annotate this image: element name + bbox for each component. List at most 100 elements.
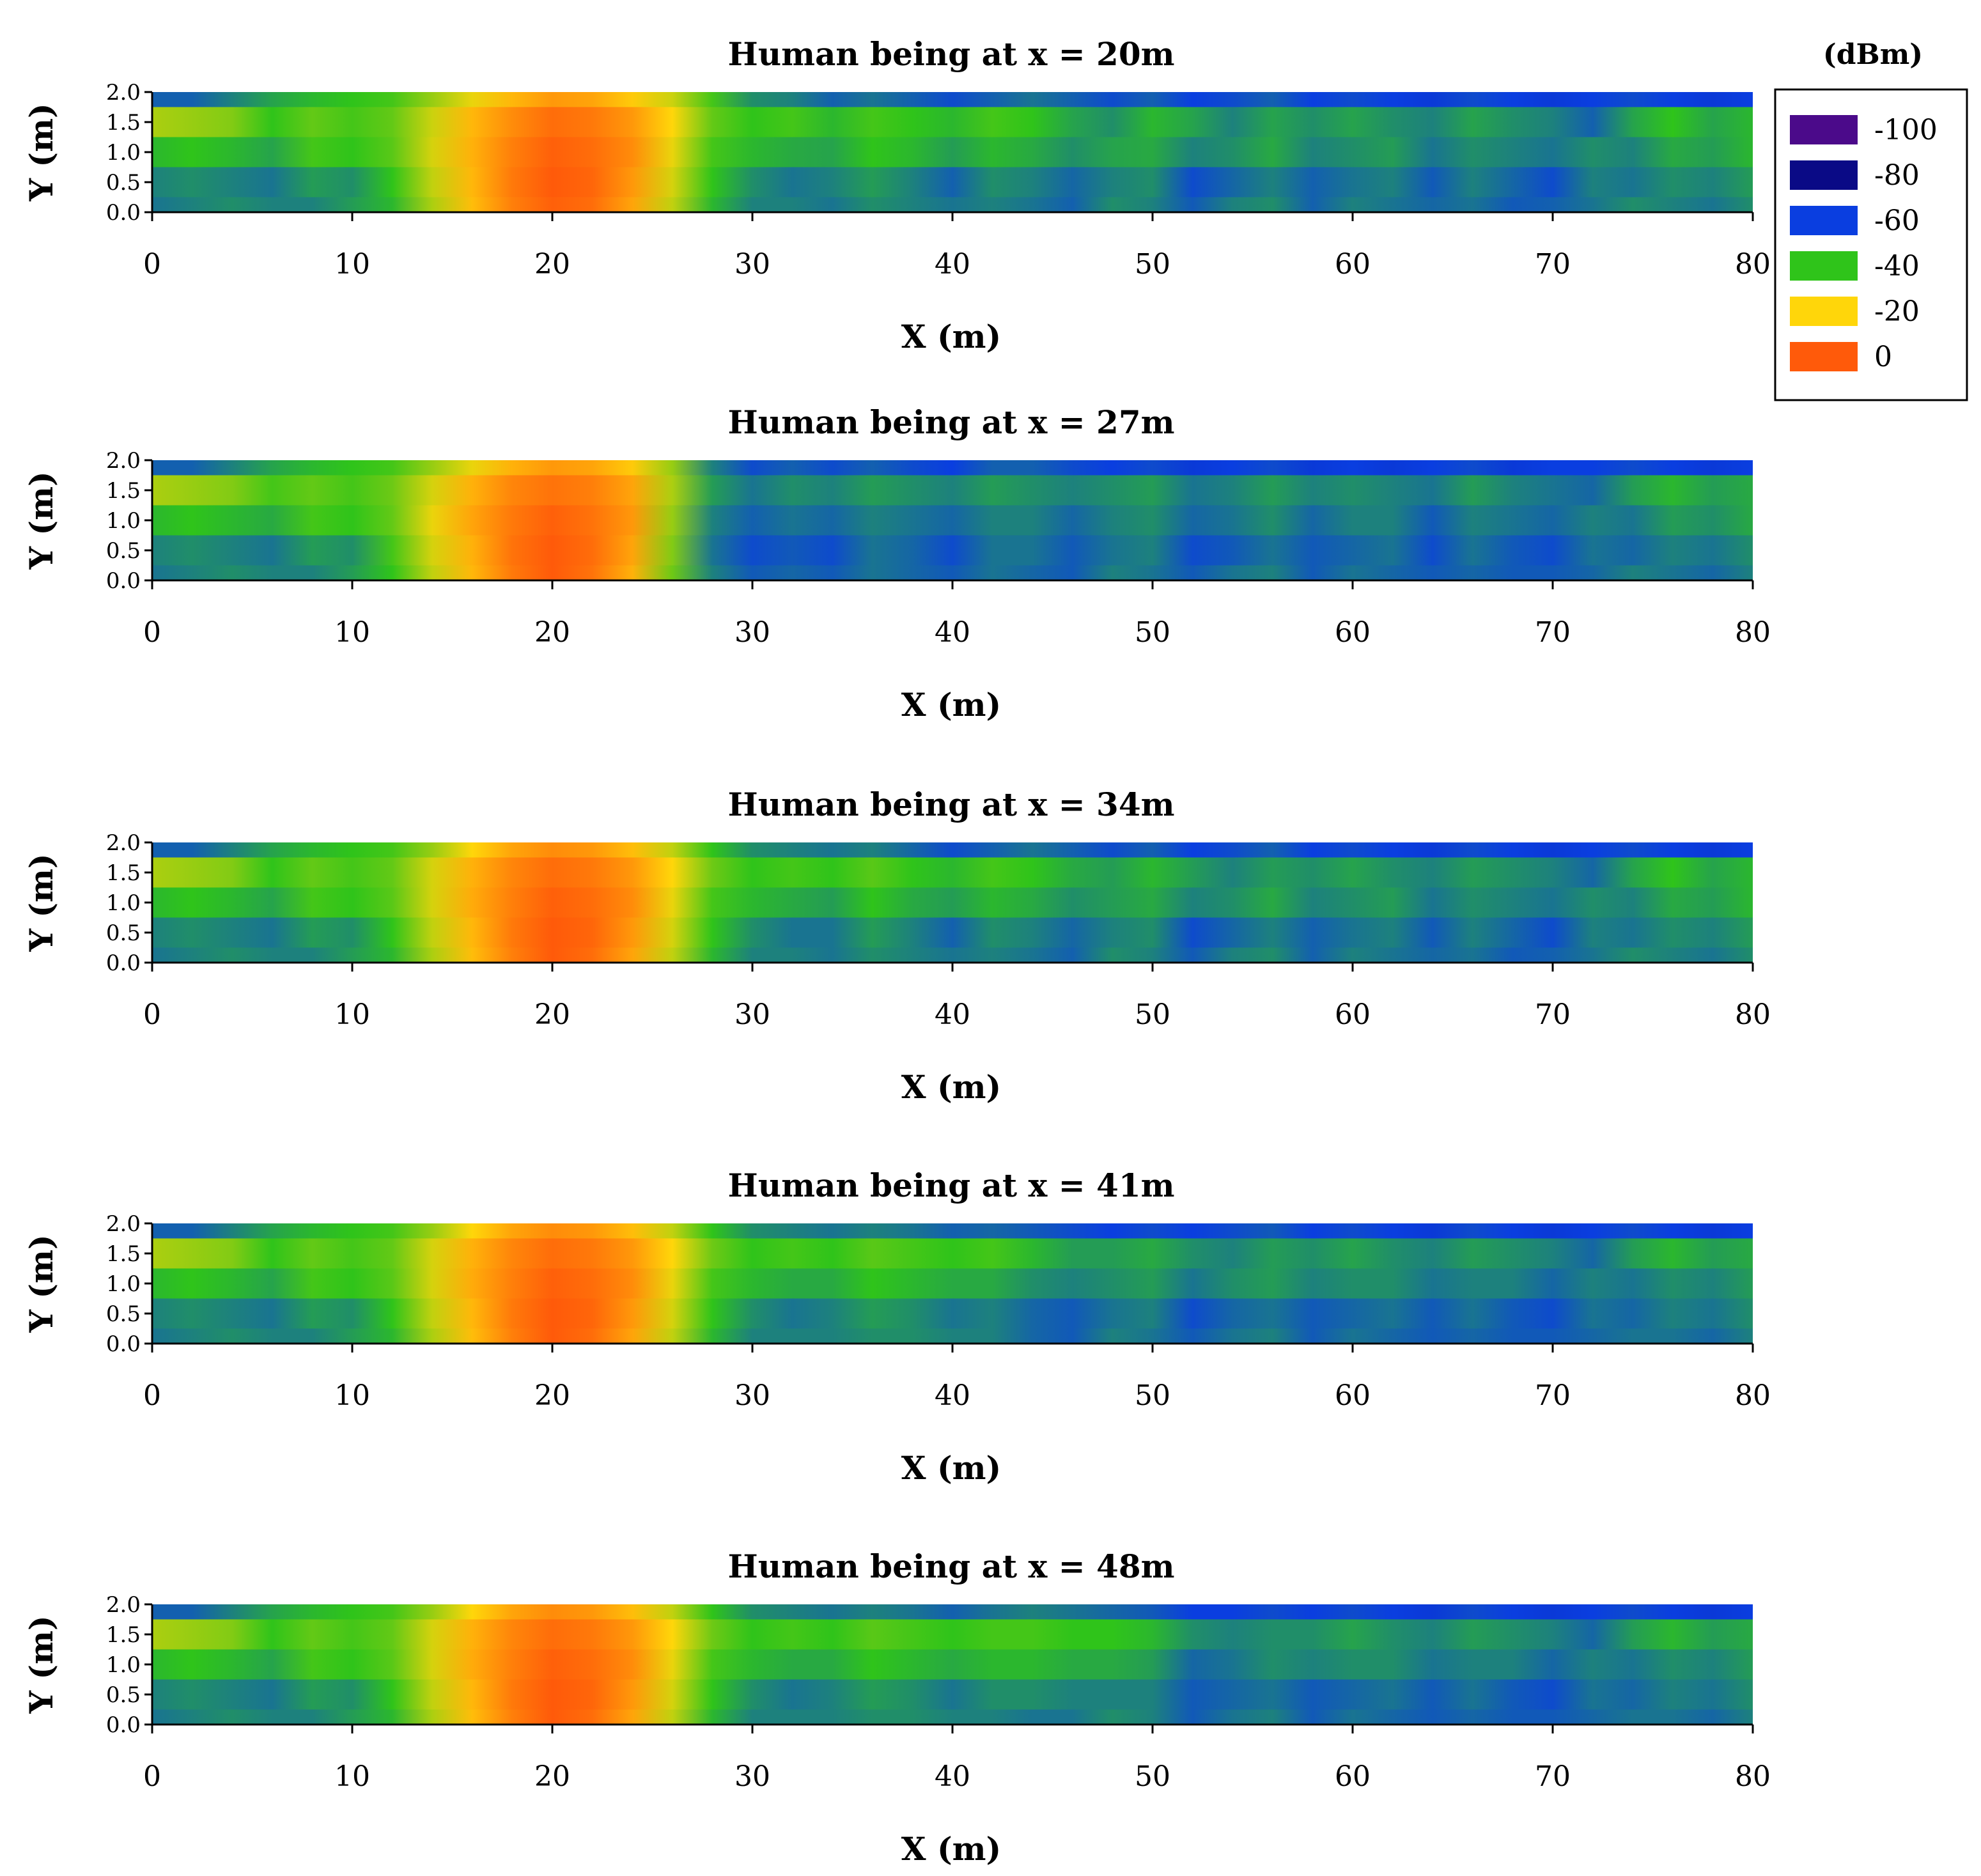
- x-tick-label: 40: [935, 1760, 970, 1793]
- y-tick-label: 2.0: [106, 1592, 141, 1618]
- x-tick-label: 50: [1135, 998, 1170, 1031]
- x-axis-label: X (m): [901, 686, 1001, 724]
- x-tick-label: 20: [534, 1379, 570, 1412]
- x-tick-label: 10: [334, 998, 370, 1031]
- x-tick-label: 60: [1335, 998, 1371, 1031]
- x-tick-label: 50: [1135, 1760, 1170, 1793]
- heatmap-band-y-1.5: [152, 475, 1753, 506]
- x-tick-label: 50: [1135, 1379, 1170, 1412]
- panel-title: Human being at x = 27m: [727, 403, 1174, 441]
- panel-title: Human being at x = 34m: [727, 786, 1174, 823]
- heatmap-band-y-1.0: [152, 1649, 1753, 1680]
- y-tick-label: 2.0: [106, 1211, 141, 1237]
- y-tick-label: 1.5: [106, 478, 141, 504]
- y-tick-label: 0.5: [106, 170, 141, 196]
- y-tick-label: 2.0: [106, 448, 141, 474]
- x-axis-label: X (m): [901, 1449, 1001, 1487]
- y-tick-label: 1.5: [106, 860, 141, 886]
- x-tick-label: 30: [734, 248, 770, 281]
- x-tick-label: 20: [534, 998, 570, 1031]
- y-axis-label: Y (m): [22, 1615, 60, 1714]
- y-tick-label: 1.0: [106, 1271, 141, 1297]
- y-tick-label: 1.0: [106, 1652, 141, 1678]
- panel-title: Human being at x = 41m: [727, 1167, 1174, 1204]
- legend-swatch: [1790, 342, 1858, 371]
- x-tick-label: 40: [935, 998, 970, 1031]
- legend-label: -80: [1874, 159, 1920, 192]
- heatmap-band-y-0.0: [152, 565, 1753, 580]
- heatmap-band-y-0.0: [152, 1328, 1753, 1344]
- x-tick-label: 0: [143, 248, 161, 281]
- heatmap-cells: [152, 92, 1753, 212]
- heatmap-band-y-0.5: [152, 917, 1753, 948]
- x-tick-label: 0: [143, 1379, 161, 1412]
- y-tick-label: 0.0: [106, 950, 141, 976]
- legend-swatch: [1790, 115, 1858, 144]
- x-tick-label: 60: [1335, 616, 1371, 649]
- x-tick-label: 30: [734, 1379, 770, 1412]
- heatmap-band-y-0.0: [152, 197, 1753, 212]
- y-tick-label: 0.0: [106, 200, 141, 226]
- x-tick-label: 80: [1735, 1760, 1771, 1793]
- heatmap-cells: [152, 1604, 1753, 1725]
- heatmap-band-y-0.5: [152, 535, 1753, 566]
- y-tick-label: 0.0: [106, 568, 141, 594]
- x-tick-label: 20: [534, 616, 570, 649]
- y-axis-label: Y (m): [22, 853, 60, 952]
- y-tick-label: 1.5: [106, 1241, 141, 1267]
- y-axis-label: Y (m): [22, 471, 60, 570]
- x-tick-label: 30: [734, 998, 770, 1031]
- y-tick-label: 1.0: [106, 140, 141, 166]
- y-tick-label: 2.0: [106, 830, 141, 856]
- x-tick-label: 80: [1735, 616, 1771, 649]
- x-tick-label: 70: [1535, 1379, 1571, 1412]
- heatmap-panels: Human being at x = 20m 0 10 20 30 40 50 60 70 80 0…: [22, 35, 1771, 1868]
- heatmap-band-y-1.5: [152, 1619, 1753, 1650]
- x-axis-label: X (m): [901, 1830, 1001, 1868]
- x-tick-label: 20: [534, 248, 570, 281]
- y-tick-label: 0.5: [106, 920, 141, 946]
- heatmap-band-y-1.5: [152, 1238, 1753, 1269]
- x-tick-label: 50: [1135, 248, 1170, 281]
- heatmap-panel-4: Human being at x = 41m 0 10 20 30 40 50 60 70 80 0…: [22, 1167, 1771, 1487]
- x-tick-label: 40: [935, 616, 970, 649]
- heatmap-band-y-0.0: [152, 947, 1753, 963]
- heatmap-band-y-1.0: [152, 505, 1753, 536]
- x-tick-label: 80: [1735, 1379, 1771, 1412]
- y-axis-label: Y (m): [22, 1234, 60, 1333]
- y-tick-label: 0.5: [106, 1301, 141, 1327]
- x-tick-label: 50: [1135, 616, 1170, 649]
- x-axis-label: X (m): [901, 318, 1001, 355]
- heatmap-band-y-2.0: [152, 460, 1753, 476]
- heatmap-panel-2: Human being at x = 27m 0 10 20 30 40 50 60 70 80 0…: [22, 403, 1771, 724]
- panel-title: Human being at x = 20m: [727, 35, 1174, 73]
- heatmap-cells: [152, 460, 1753, 580]
- heatmap-band-y-2.0: [152, 1604, 1753, 1620]
- x-axis-label: X (m): [901, 1068, 1001, 1106]
- colorbar-legend: (dBm) -100 -80 -60 -40 -20 0: [1774, 38, 1968, 401]
- legend-label: -60: [1874, 205, 1920, 237]
- heatmap-panel-5: Human being at x = 48m 0 10 20 30 40 50 60 70 80 0…: [22, 1547, 1771, 1868]
- x-tick-label: 70: [1535, 1760, 1571, 1793]
- y-tick-label: 1.5: [106, 110, 141, 136]
- y-tick-label: 1.0: [106, 890, 141, 916]
- heatmap-band-y-1.5: [152, 107, 1753, 137]
- x-tick-label: 70: [1535, 616, 1571, 649]
- heatmap-band-y-0.0: [152, 1709, 1753, 1725]
- x-tick-label: 70: [1535, 248, 1571, 281]
- legend-swatch: [1790, 206, 1858, 235]
- heatmap-band-y-2.0: [152, 842, 1753, 858]
- x-tick-label: 10: [334, 616, 370, 649]
- x-tick-label: 0: [143, 1760, 161, 1793]
- legend-unit: (dBm): [1823, 38, 1923, 71]
- x-tick-label: 0: [143, 998, 161, 1031]
- heatmap-cells: [152, 1223, 1753, 1344]
- legend-label: -40: [1874, 250, 1920, 283]
- heatmap-cells: [152, 842, 1753, 963]
- x-tick-label: 30: [734, 616, 770, 649]
- legend-swatch: [1790, 160, 1858, 190]
- heatmap-band-y-2.0: [152, 92, 1753, 107]
- heatmap-band-y-1.0: [152, 137, 1753, 167]
- legend-label: -20: [1874, 295, 1920, 328]
- heatmap-band-y-0.5: [152, 1298, 1753, 1329]
